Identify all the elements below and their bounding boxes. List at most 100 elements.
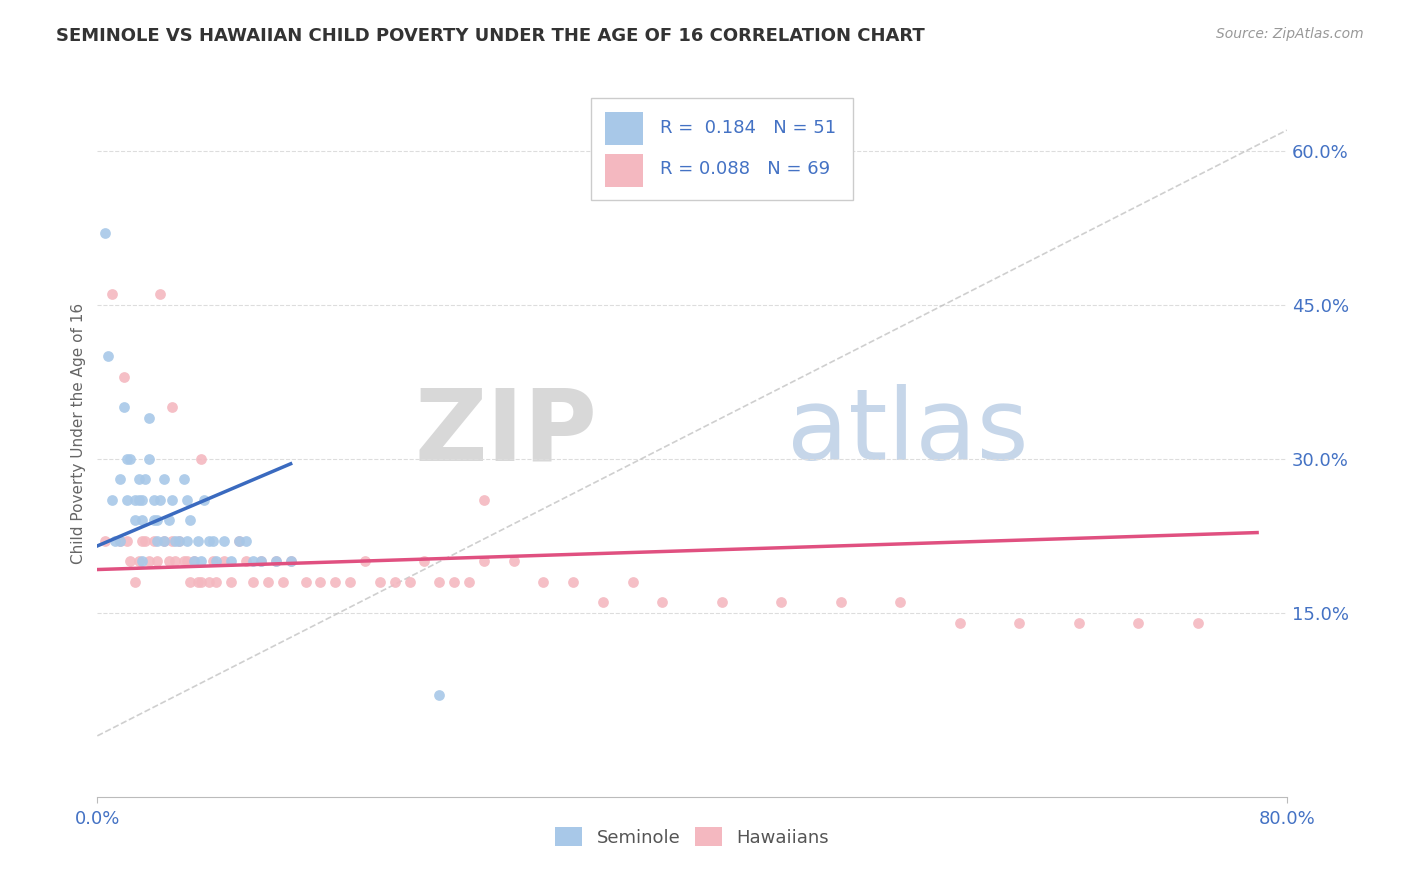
Point (157, 513, 180, 527)
Point (562, 574, 585, 589)
Point (242, 554, 264, 568)
Point (146, 533, 169, 548)
Point (138, 554, 160, 568)
Point (173, 472, 195, 486)
Point (280, 554, 302, 568)
Point (354, 554, 377, 568)
Point (146, 554, 169, 568)
Point (160, 492, 183, 507)
Point (190, 574, 212, 589)
Point (128, 554, 150, 568)
Point (193, 492, 215, 507)
Point (128, 472, 150, 486)
Point (183, 554, 205, 568)
Point (138, 410, 160, 425)
Point (413, 554, 436, 568)
Text: SEMINOLE VS HAWAIIAN CHILD POVERTY UNDER THE AGE OF 16 CORRELATION CHART: SEMINOLE VS HAWAIIAN CHILD POVERTY UNDER… (56, 27, 925, 45)
Point (472, 492, 495, 507)
Point (228, 533, 250, 548)
Point (142, 533, 165, 548)
Point (120, 451, 142, 466)
Point (173, 554, 195, 568)
Point (202, 554, 225, 568)
Point (157, 554, 180, 568)
Point (138, 451, 160, 466)
Point (115, 533, 138, 548)
Point (187, 574, 209, 589)
Point (167, 533, 190, 548)
Y-axis label: Child Poverty Under the Age of 16: Child Poverty Under the Age of 16 (72, 302, 86, 564)
Point (309, 574, 332, 589)
Point (163, 533, 186, 548)
Point (131, 533, 153, 548)
Point (115, 451, 138, 466)
Point (228, 533, 250, 548)
Point (770, 595, 793, 609)
Point (205, 574, 228, 589)
Point (176, 533, 198, 548)
Point (142, 492, 165, 507)
Point (108, 533, 131, 548)
Point (949, 615, 972, 630)
Point (134, 533, 156, 548)
Point (131, 513, 153, 527)
Point (502, 554, 524, 568)
Point (531, 574, 554, 589)
Point (1126, 615, 1149, 630)
Text: atlas: atlas (787, 384, 1029, 482)
Point (108, 533, 131, 548)
Point (112, 401, 135, 415)
Point (153, 472, 176, 486)
Point (94, 533, 117, 548)
Text: ZIP: ZIP (413, 384, 598, 482)
Point (257, 574, 280, 589)
Point (592, 595, 614, 609)
Point (264, 554, 287, 568)
Point (149, 287, 172, 301)
Point (153, 533, 176, 548)
Text: Source: ZipAtlas.com: Source: ZipAtlas.com (1216, 27, 1364, 41)
Point (190, 451, 212, 466)
Point (294, 574, 316, 589)
Point (235, 533, 257, 548)
Bar (605, 112, 644, 145)
Point (115, 492, 138, 507)
Point (101, 492, 124, 507)
Point (167, 533, 190, 548)
Point (112, 369, 135, 384)
Point (124, 513, 146, 527)
Point (212, 554, 235, 568)
Point (250, 554, 273, 568)
Point (219, 574, 242, 589)
Point (124, 574, 146, 589)
Point (1187, 615, 1209, 630)
Point (889, 595, 911, 609)
Point (97, 349, 120, 363)
Point (104, 533, 127, 548)
Point (205, 554, 228, 568)
Point (94, 226, 117, 240)
Point (134, 472, 156, 486)
Point (323, 574, 346, 589)
Point (212, 533, 235, 548)
Point (160, 401, 183, 415)
Point (280, 554, 302, 568)
Point (101, 287, 124, 301)
Point (339, 574, 361, 589)
Point (176, 492, 198, 507)
Point (651, 595, 673, 609)
Point (108, 472, 131, 486)
Text: R = 0.088   N = 69: R = 0.088 N = 69 (659, 160, 830, 178)
Point (163, 554, 186, 568)
Point (830, 595, 852, 609)
Point (472, 554, 495, 568)
Point (235, 554, 257, 568)
Point (153, 533, 176, 548)
Bar (605, 153, 644, 186)
Point (427, 688, 450, 702)
Point (183, 554, 205, 568)
Point (128, 492, 150, 507)
Point (124, 492, 146, 507)
Text: R =  0.184   N = 51: R = 0.184 N = 51 (659, 120, 837, 137)
Point (250, 554, 273, 568)
